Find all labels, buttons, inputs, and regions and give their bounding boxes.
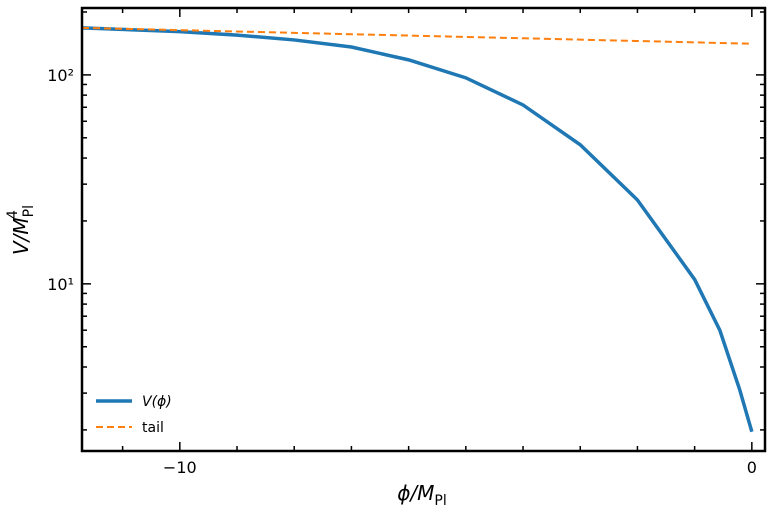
x-tick-label: −10 bbox=[163, 458, 197, 477]
line-series bbox=[81, 26, 752, 45]
y-tick-label: 10² bbox=[47, 66, 74, 85]
x-tick-label: 0 bbox=[747, 458, 757, 477]
y-label-sub: Pl bbox=[21, 205, 37, 217]
legend: V(ϕ) tail bbox=[96, 394, 172, 436]
plot-frame bbox=[80, 6, 767, 453]
legend-label: V(ϕ) bbox=[142, 394, 172, 410]
y-tick-label: 10¹ bbox=[47, 275, 74, 294]
x-axis-label: ϕ/MPl bbox=[397, 481, 447, 509]
legend-label: tail bbox=[142, 420, 164, 436]
y-label-sup: 4 bbox=[5, 210, 21, 219]
line-series bbox=[81, 26, 754, 433]
y-label-main: V/M bbox=[9, 217, 33, 255]
x-label-sub: Pl bbox=[434, 493, 446, 509]
x-label-main: ϕ/M bbox=[397, 481, 434, 505]
y-axis-label: V/MPl4 bbox=[5, 205, 37, 255]
